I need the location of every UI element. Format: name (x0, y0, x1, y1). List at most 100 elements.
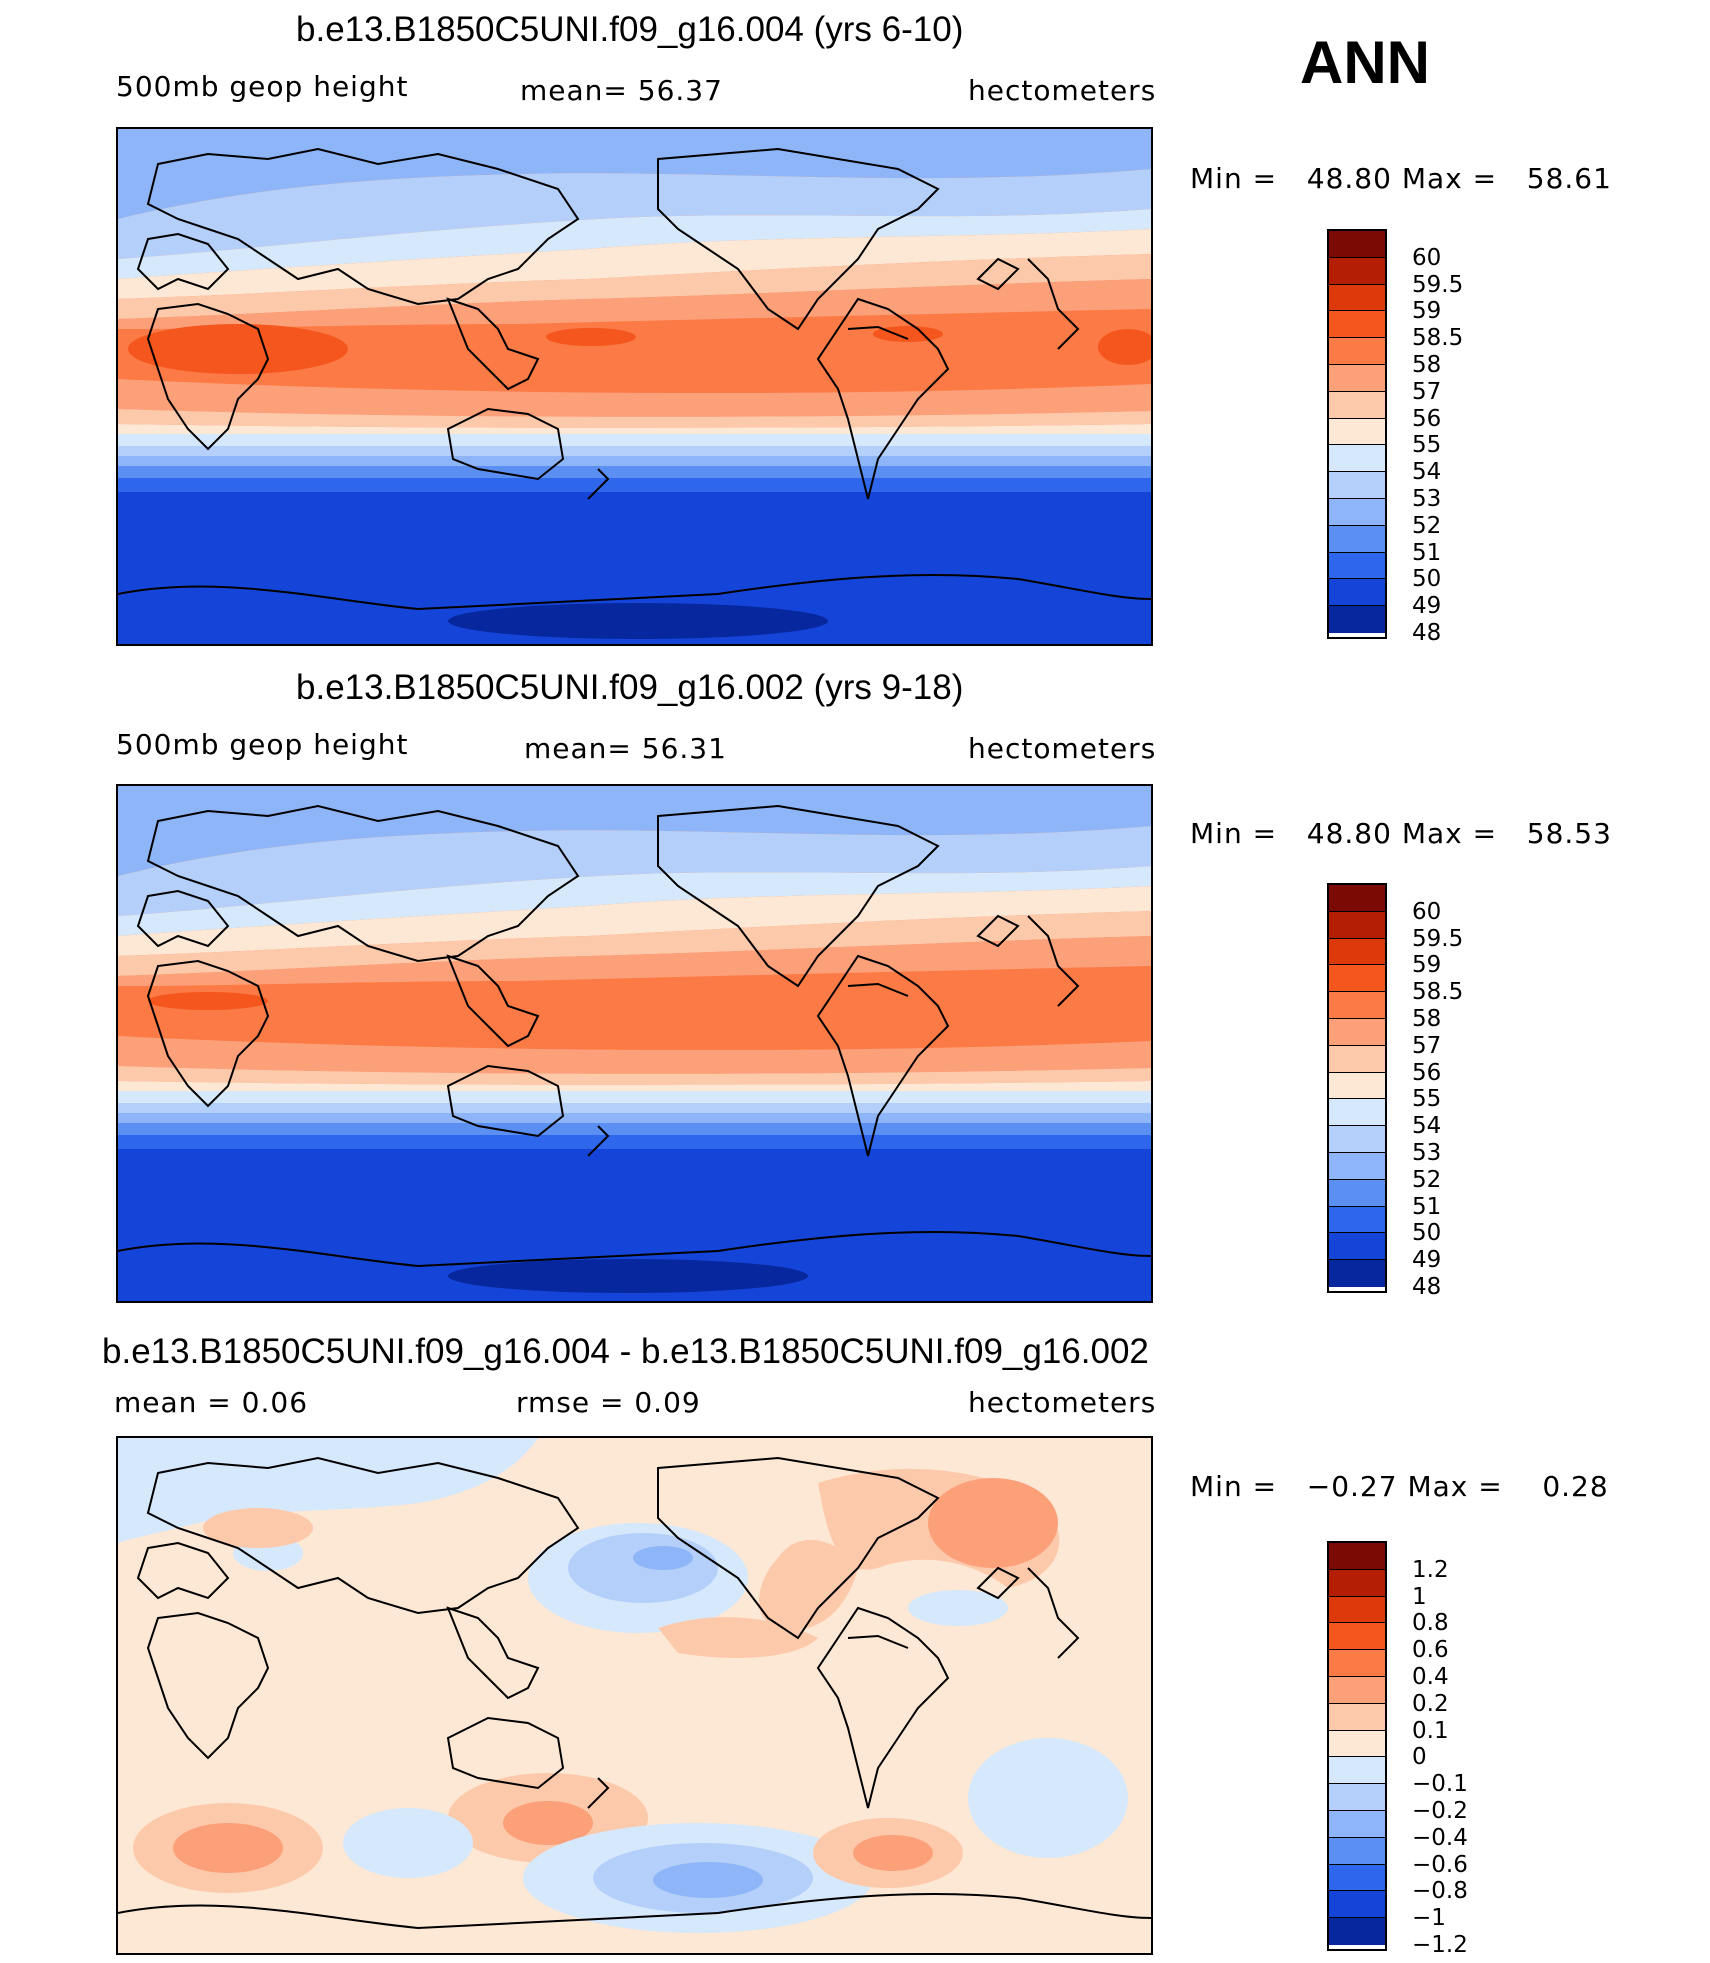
colorbar-label: 48 (1412, 620, 1442, 646)
colorbar-box (1329, 1757, 1385, 1785)
panel1-mean: mean= 56.37 (520, 74, 723, 107)
panel2-map (116, 784, 1153, 1303)
colorbar-label: 0 (1412, 1744, 1427, 1771)
panel3-map (116, 1436, 1153, 1955)
colorbar-label: 0.4 (1412, 1664, 1449, 1690)
colorbar-box (1329, 992, 1385, 1019)
colorbar-label: −1 (1412, 1905, 1446, 1932)
panel2-title: b.e13.B1850C5UNI.f09_g16.002 (yrs 9-18) (296, 668, 964, 707)
colorbar-label: 59 (1412, 952, 1442, 979)
colorbar-box (1329, 472, 1385, 499)
colorbar-box (1329, 1676, 1385, 1704)
panel3-max: 0.28 (1542, 1470, 1609, 1503)
colorbar-label: 51 (1412, 539, 1442, 566)
colorbar-label: 50 (1412, 566, 1442, 593)
colorbar-box (1329, 1569, 1385, 1597)
colorbar-label: 58 (1412, 352, 1442, 378)
colorbar-label: −0.1 (1412, 1771, 1468, 1798)
colorbar-box (1329, 311, 1385, 339)
colorbar-box (1329, 1891, 1385, 1919)
colorbar-label: 52 (1412, 1166, 1442, 1193)
panel3-units: hectometers (968, 1386, 1157, 1419)
colorbar-label: 55 (1412, 432, 1442, 459)
colorbar-label: 49 (1412, 593, 1442, 620)
colorbar-label: 59 (1412, 298, 1442, 325)
colorbar-label: −0.4 (1412, 1824, 1468, 1851)
colorbar-label: 56 (1412, 405, 1442, 432)
colorbar-box (1329, 1623, 1385, 1651)
colorbar-label: 51 (1412, 1193, 1442, 1220)
panel3-title: b.e13.B1850C5UNI.f09_g16.004 - b.e13.B18… (102, 1332, 1149, 1371)
colorbar-box (1329, 1703, 1385, 1731)
panel3-min: −0.27 (1306, 1470, 1398, 1503)
colorbar-box (1329, 1072, 1385, 1100)
colorbar-label: 1 (1412, 1583, 1427, 1610)
colorbar-label: 52 (1412, 512, 1442, 539)
colorbar-box (1329, 1018, 1385, 1046)
panel1-max: 58.61 (1526, 162, 1612, 195)
colorbar-box (1329, 1837, 1385, 1865)
panel1-min: 48.80 (1306, 162, 1392, 195)
colorbar-label: 58.5 (1412, 325, 1464, 352)
colorbar-label: 57 (1412, 1032, 1442, 1059)
colorbar-box (1329, 938, 1385, 966)
panel2-minmax: Min = 48.80 Max = 58.53 (1190, 817, 1612, 850)
panel1-title: b.e13.B1850C5UNI.f09_g16.004 (yrs 6-10) (296, 10, 964, 49)
panel1-map (116, 127, 1153, 646)
colorbar-box (1329, 231, 1385, 258)
panel3-rmse: rmse = 0.09 (516, 1386, 701, 1419)
colorbar-box (1329, 284, 1385, 312)
colorbar-box (1329, 1596, 1385, 1624)
colorbar-box (1329, 1260, 1385, 1287)
colorbar-label: 55 (1412, 1086, 1442, 1113)
colorbar-box (1329, 1784, 1385, 1811)
colorbar-box (1329, 1543, 1385, 1570)
colorbar-box (1329, 911, 1385, 939)
colorbar-box (1329, 364, 1385, 392)
colorbar-box (1329, 579, 1385, 607)
colorbar-box (1329, 498, 1385, 526)
panel2-max: 58.53 (1526, 817, 1612, 850)
colorbar-label: 59.5 (1412, 925, 1464, 952)
colorbar-box (1329, 1864, 1385, 1892)
colorbar-label: 0.8 (1412, 1610, 1449, 1637)
colorbar-box (1329, 1152, 1385, 1180)
panel1-field: 500mb geop height (116, 70, 409, 103)
colorbar-label: 48 (1412, 1274, 1442, 1300)
panel2-min: 48.80 (1306, 817, 1392, 850)
colorbar-box (1329, 1233, 1385, 1261)
colorbar-box (1329, 525, 1385, 553)
colorbar-label: 60 (1412, 244, 1442, 271)
colorbar-box (1329, 552, 1385, 580)
colorbar-label: 54 (1412, 459, 1442, 486)
colorbar-box (1329, 445, 1385, 473)
panel1-units: hectometers (968, 74, 1157, 107)
colorbar-box (1329, 1099, 1385, 1127)
colorbar-label: 0.6 (1412, 1637, 1449, 1664)
colorbar-box (1329, 1179, 1385, 1207)
colorbar-label: 53 (1412, 486, 1442, 512)
colorbar-label: 57 (1412, 378, 1442, 405)
colorbar-label: 60 (1412, 898, 1442, 925)
colorbar-box (1329, 1730, 1385, 1758)
colorbar-label: 58 (1412, 1006, 1442, 1032)
colorbar-box (1329, 1650, 1385, 1677)
colorbar-label: −0.2 (1412, 1798, 1468, 1824)
colorbar-label: 56 (1412, 1059, 1442, 1086)
colorbar-label: 50 (1412, 1220, 1442, 1247)
panel3-colorbar (1327, 1541, 1387, 1951)
colorbar-label: 49 (1412, 1247, 1442, 1274)
colorbar-label: 58.5 (1412, 979, 1464, 1006)
colorbar-box (1329, 1206, 1385, 1234)
panel1-colorbar (1327, 229, 1387, 639)
colorbar-label: −0.6 (1412, 1851, 1468, 1878)
colorbar-box (1329, 1045, 1385, 1073)
panel2-mean: mean= 56.31 (524, 732, 727, 765)
colorbar-box (1329, 418, 1385, 446)
colorbar-box (1329, 338, 1385, 365)
colorbar-box (1329, 1810, 1385, 1838)
season-label: ANN (1300, 29, 1430, 96)
panel2-units: hectometers (968, 732, 1157, 765)
colorbar-label: −0.8 (1412, 1878, 1468, 1905)
panel3-minmax: Min = −0.27 Max = 0.28 (1190, 1470, 1609, 1503)
